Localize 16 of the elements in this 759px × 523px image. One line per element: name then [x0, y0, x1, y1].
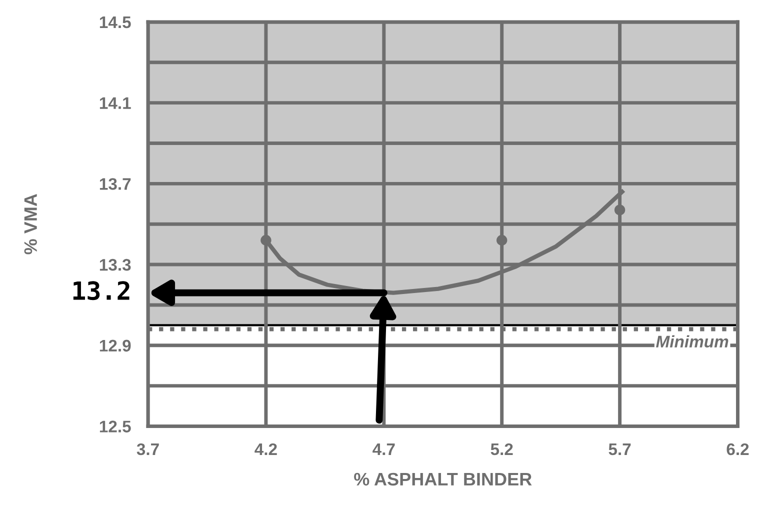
y-tick-label: 14.5 — [100, 16, 131, 28]
y-tick-label: 14.1 — [100, 97, 131, 109]
y-tick-label: 13.3 — [100, 258, 131, 271]
x-tick-label: 4.2 — [254, 443, 277, 455]
x-axis-title: % ASPHALT BINDER — [354, 472, 532, 486]
y-tick-label: 12.5 — [100, 420, 131, 432]
ref-line-label: Minimum — [656, 335, 728, 348]
y-axis-title: % VMA — [24, 194, 37, 254]
annotation: 13.2 — [73, 281, 130, 300]
x-tick-label: 6.2 — [726, 443, 749, 456]
x-tick-label: 5.7 — [608, 444, 631, 456]
y-tick-label: 12.9 — [100, 340, 131, 352]
x-tick-label: 4.7 — [372, 444, 395, 455]
x-tick-label: 5.2 — [490, 443, 513, 456]
y-tick-label: 13.7 — [100, 178, 131, 190]
x-tick-label: 3.7 — [136, 443, 159, 456]
